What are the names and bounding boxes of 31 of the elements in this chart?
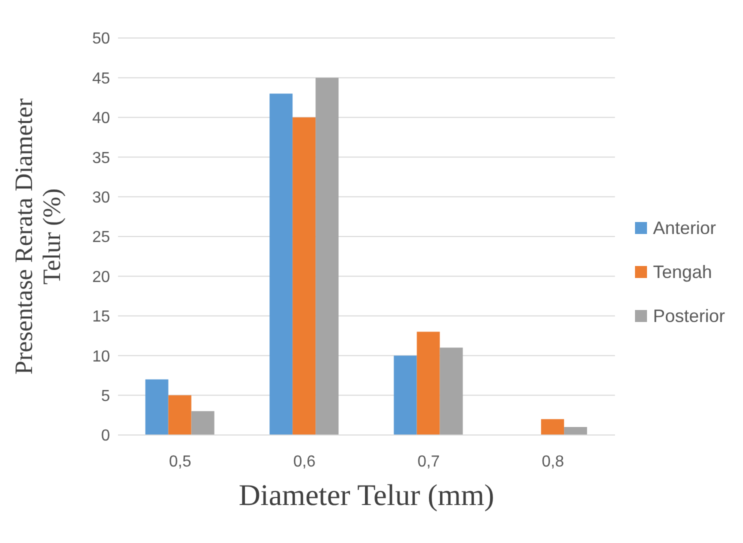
y-tick-label: 50 xyxy=(92,30,110,48)
legend-label: Posterior xyxy=(652,304,725,328)
y-tick-label: 0 xyxy=(101,428,110,445)
bar xyxy=(416,332,440,435)
bar xyxy=(394,356,417,435)
y-tick-label: 30 xyxy=(92,189,110,206)
bar xyxy=(270,94,293,435)
y-tick-label: 20 xyxy=(92,268,110,286)
y-tick-label: 40 xyxy=(92,110,110,128)
x-tick-label: 0,8 xyxy=(542,453,564,470)
bar xyxy=(168,395,192,435)
y-tick-label: 10 xyxy=(92,348,110,366)
y-tick-label: 35 xyxy=(92,150,110,167)
y-tick-label: 5 xyxy=(101,388,110,405)
bar xyxy=(541,419,564,435)
x-tick-label: 0,7 xyxy=(417,453,440,470)
x-tick-label: 0,6 xyxy=(293,453,316,470)
x-tick-label: 0,5 xyxy=(168,453,192,470)
bar xyxy=(440,348,463,435)
y-tick-label: 15 xyxy=(92,308,110,326)
y-axis-title: Presentase Rerata Diameter Telur (%) xyxy=(11,98,66,375)
bar xyxy=(145,379,168,435)
legend-label: Anterior xyxy=(652,216,716,240)
bar xyxy=(316,78,339,435)
bar xyxy=(191,411,214,435)
x-axis-title: Diameter Telur (mm) xyxy=(238,479,494,512)
y-tick-label: 25 xyxy=(92,229,110,246)
y-tick-label: 45 xyxy=(92,70,110,88)
bar xyxy=(564,427,588,435)
bar xyxy=(292,117,316,435)
legend-label: Tengah xyxy=(652,260,712,284)
